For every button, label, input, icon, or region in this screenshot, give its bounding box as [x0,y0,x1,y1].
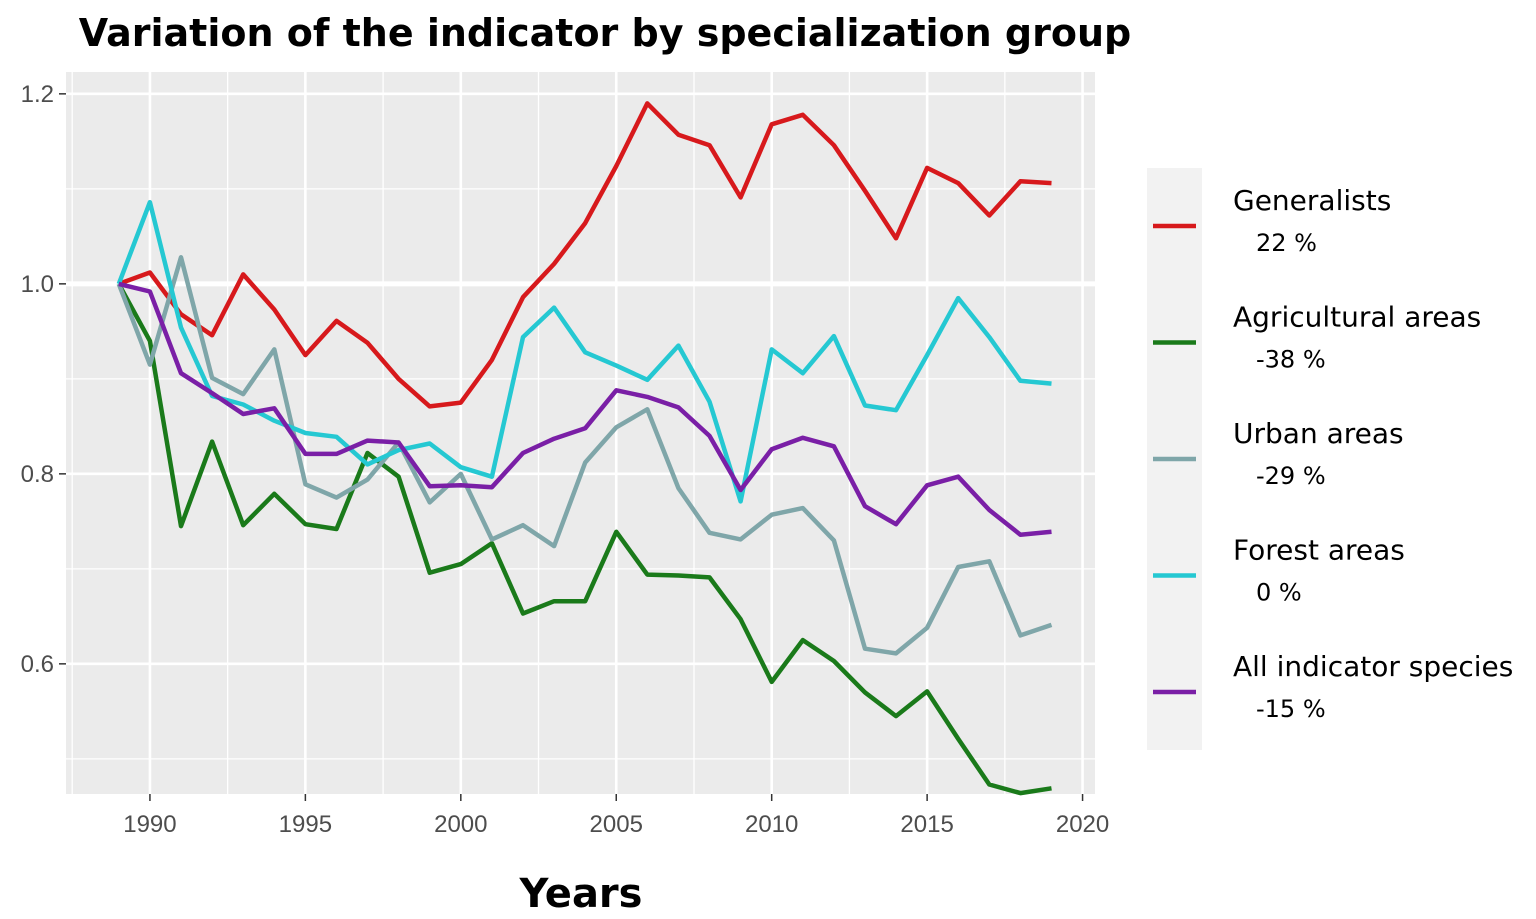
y-tick-label: 0.8 [21,461,54,488]
legend-change-generalists: 22 % [1256,229,1317,257]
series-lines [116,101,1053,796]
x-tick-label: 2020 [1056,811,1109,838]
legend-change-all-indicator-species: -15 % [1256,695,1326,723]
legend-change-agricultural-areas: -38 % [1256,346,1326,374]
y-tick-label: 0.6 [21,651,54,678]
series-line-generalists [118,101,1052,409]
legend-change-forest-areas: 0 % [1256,579,1302,607]
plot-panel [66,72,1095,794]
x-tick-label: 1990 [123,811,176,838]
x-tick-label: 2015 [900,811,953,838]
series-line-urban-areas [116,255,1053,656]
y-tick-label: 1.2 [21,81,54,108]
x-tick-label: 2010 [745,811,798,838]
series-line-forest-areas [116,199,1052,504]
x-tick-label: 2005 [590,811,643,838]
legend-label-agricultural-areas: Agricultural areas [1233,301,1481,334]
axes: 1990 1995 2000 2005 2010 2015 2020 0.6 0.8 1.0 1.2 [21,81,1110,838]
legend-change-urban-areas: -29 % [1256,462,1326,490]
series-line-agricultural-areas [116,282,1052,796]
series-line-all-indicator-species [118,281,1052,537]
x-axis-label: Years [519,871,643,917]
chart-title: Variation of the indicator by specializa… [79,11,1131,55]
legend-label-generalists: Generalists [1233,184,1391,217]
x-tick-label: 1995 [279,811,332,838]
x-tick-label: 2000 [434,811,487,838]
legend-label-forest-areas: Forest areas [1233,534,1405,567]
legend-label-urban-areas: Urban areas [1233,417,1404,450]
y-tick-label: 1.0 [21,271,54,298]
legend: Generalists 22 % Agricultural areas -38 % Ur… [1153,184,1513,723]
legend-label-all-indicator-species: All indicator species [1233,650,1513,683]
